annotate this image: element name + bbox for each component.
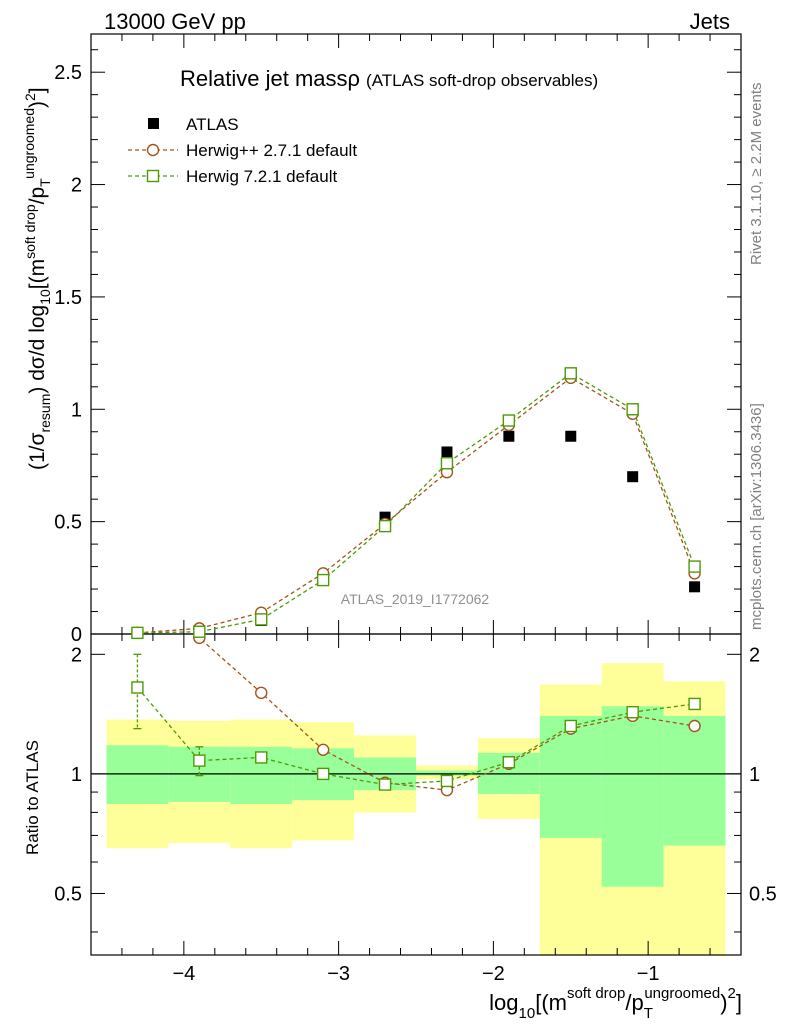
herwigpp-ratio-point — [255, 686, 268, 700]
legend-atlas-label: ATLAS — [186, 115, 239, 134]
herwig7-ratio-point — [564, 719, 577, 733]
green-band-bin — [601, 706, 664, 887]
series-line-2 — [137, 372, 696, 634]
ratio-y-tick-label-right: 2 — [749, 644, 760, 666]
herwig7-ratio-point — [131, 681, 144, 694]
rivet-label: Rivet 3.1.10, ≥ 2.2M events — [748, 83, 765, 266]
herwig7-ratio-point — [688, 697, 701, 711]
herwig7-point — [502, 414, 516, 427]
uncertainty-bands — [106, 663, 726, 955]
ratio-plot-frame — [90, 633, 742, 956]
atlas-data-point — [689, 581, 701, 593]
y-axis-label: (1/σresum) dσ/d log10[(msoft drop/pTungr… — [21, 87, 53, 470]
ratio-y-tick-label: 0.5 — [54, 883, 82, 905]
legend-atlas-marker — [148, 118, 159, 129]
herwig7-ratio-point — [255, 751, 268, 764]
green-band-bin — [663, 715, 726, 846]
y-tick-label: 0.5 — [54, 512, 82, 534]
y-tick-label: 2.5 — [54, 62, 82, 84]
herwig7-ratio-point — [378, 778, 392, 791]
herwig7-point — [131, 626, 144, 640]
series-lines — [136, 372, 696, 791]
axis-ticks — [90, 34, 742, 955]
plot-title: Relative jet massρ (ATLAS soft-drop obser… — [180, 66, 598, 91]
herwig7-point — [440, 457, 454, 470]
herwig7-point — [564, 367, 577, 380]
x-tick-label: −1 — [637, 963, 660, 985]
herwig7-ratio-point — [440, 774, 454, 788]
legend-herwig7-label: Herwig 7.2.1 default — [186, 167, 337, 186]
green-band-bin — [539, 715, 602, 838]
herwigpp-ratio-point — [688, 719, 701, 733]
herwig7-point — [255, 613, 268, 626]
mcplots-label: mcplots.cern.ch [arXiv:1306.3436] — [748, 403, 765, 630]
x-tick-label: −4 — [172, 963, 195, 985]
herwig7-point — [688, 560, 701, 573]
y-tick-label: 1 — [71, 399, 82, 421]
atlas-data-point — [379, 511, 391, 523]
y-tick-label: 2 — [71, 175, 82, 197]
legend: ATLAS Herwig++ 2.7.1 default Herwig 7.2.… — [128, 115, 357, 186]
herwig7-point — [626, 403, 639, 416]
series-line-1 — [137, 377, 696, 634]
x-axis-label: log10[(msoft drop/pTungroomed)2] — [489, 985, 742, 1022]
ratio-y-tick-label: 1 — [71, 764, 82, 786]
herwig7-ratio-point — [193, 754, 206, 767]
legend-herwigpp-marker — [146, 143, 160, 157]
data-markers — [131, 367, 701, 797]
x-tick-label: −3 — [327, 963, 350, 985]
legend-herwigpp-label: Herwig++ 2.7.1 default — [186, 141, 357, 160]
ratio-y-tick-label-right: 1 — [749, 764, 760, 786]
ratio-y-tick-label-right: 0.5 — [749, 883, 777, 905]
ratio-y-tick-label: 2 — [71, 644, 82, 666]
herwig7-ratio-point — [502, 756, 516, 769]
y-tick-label: 1.5 — [54, 287, 82, 309]
ratio-line-2 — [136, 687, 695, 786]
green-band-bin — [416, 770, 478, 776]
herwig7-ratio-point — [626, 705, 639, 719]
herwig7-point — [193, 625, 206, 638]
herwig7-point — [378, 519, 392, 533]
y-tick-label: 0 — [71, 624, 82, 646]
plot-subtitle: (ATLAS soft-drop observables) — [366, 71, 598, 90]
x-tick-label: −2 — [482, 963, 505, 985]
plot-title-text: Relative jet massρ — [180, 66, 360, 91]
ratio-line-1 — [196, 633, 695, 791]
herwig7-point — [316, 573, 330, 587]
category-label: Jets — [690, 9, 730, 34]
atlas-data-point — [565, 430, 577, 442]
atlas-data-point — [441, 446, 453, 458]
atlas-data-point — [627, 471, 639, 483]
atlas-data-point — [503, 430, 515, 442]
legend-herwig7-marker — [146, 169, 160, 183]
analysis-id: ATLAS_2019_I1772062 — [341, 591, 490, 607]
herwigpp-ratio-point — [316, 743, 330, 756]
energy-label: 13000 GeV pp — [104, 9, 246, 34]
green-band-bin — [106, 745, 169, 804]
ratio-y-axis-label: Ratio to ATLAS — [23, 740, 42, 855]
axis-tick-labels: −4 −3 −2 −1 0 0.5 1 1.5 2 2.5 0.5 0.5 1 1 2 2 — [54, 62, 777, 985]
herwig7-ratio-point — [316, 767, 330, 781]
